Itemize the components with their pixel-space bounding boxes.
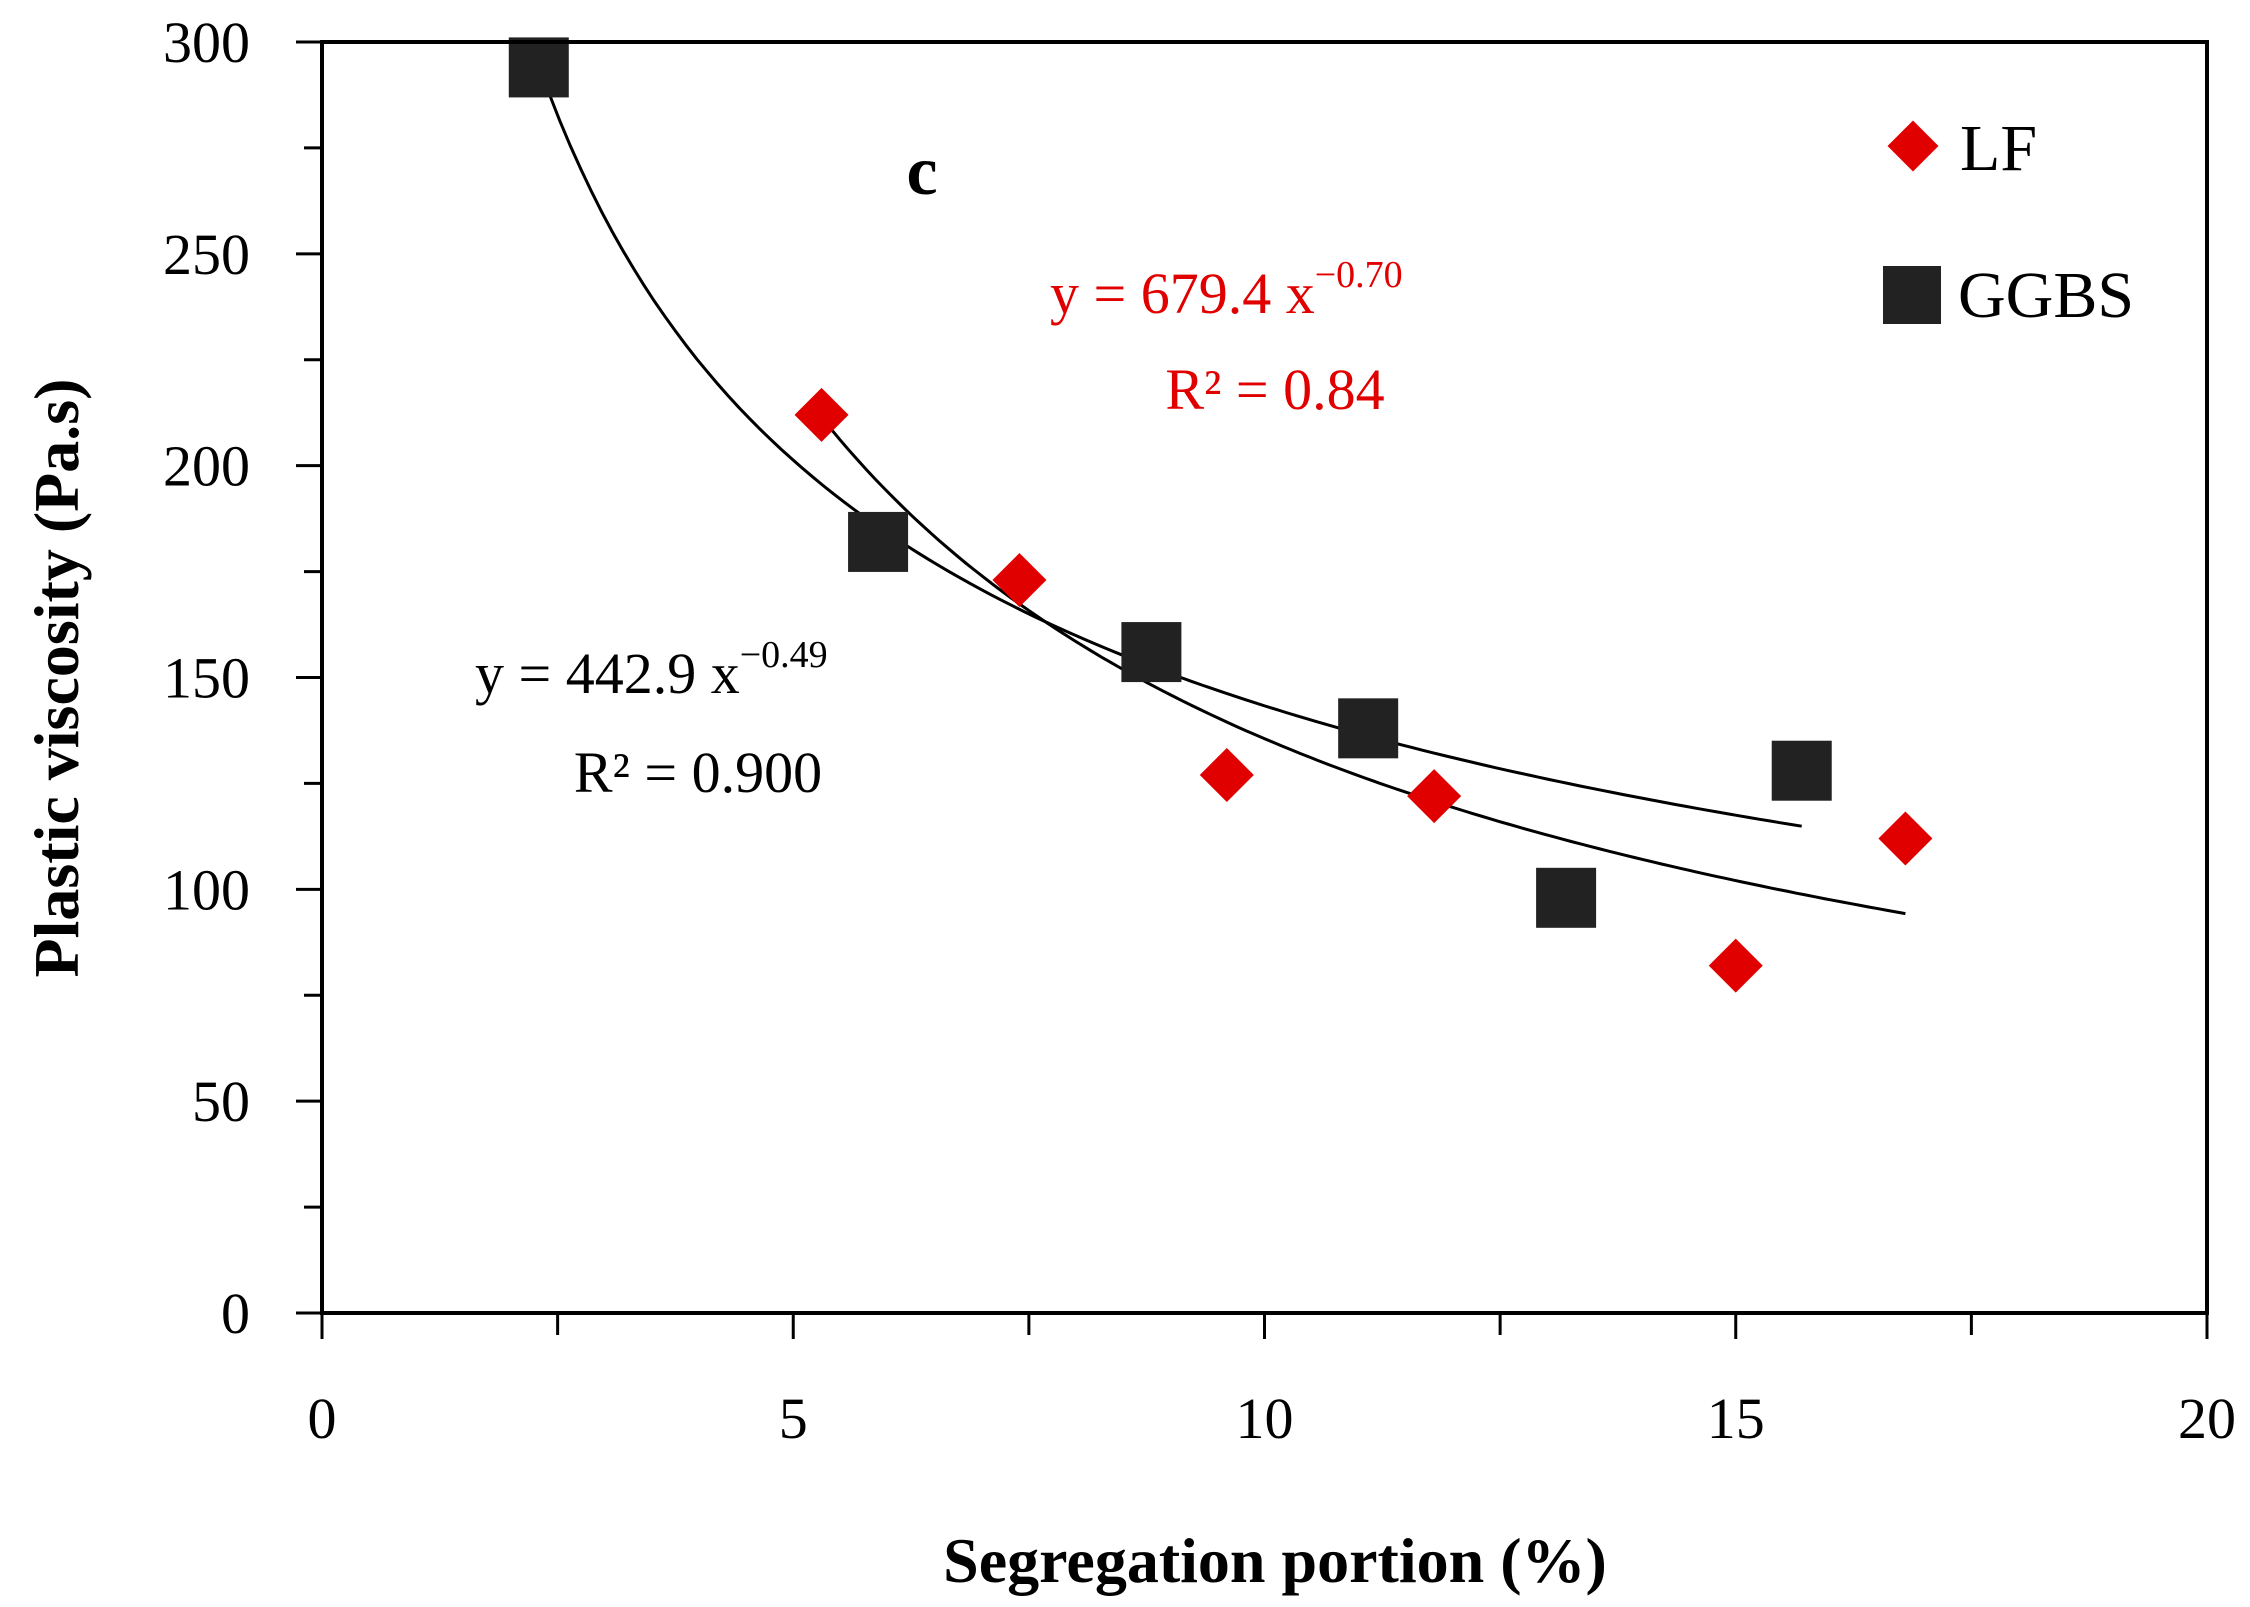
panel-label: c xyxy=(906,133,937,210)
lf-equation-prefix: y = 679.4 x xyxy=(1050,261,1315,326)
lf-data-point xyxy=(794,387,849,442)
data-markers xyxy=(508,37,1933,993)
ggbs-equation: y = 442.9 x−0.49 R² = 0.900 xyxy=(475,634,828,805)
legend-ggbs-label: GGBS xyxy=(1958,259,2134,332)
x-axis-title: Segregation portion (%) xyxy=(943,1525,1607,1596)
lf-equation-exponent: −0.70 xyxy=(1315,254,1403,296)
y-tick-label: 250 xyxy=(163,222,250,287)
lf-data-point xyxy=(1708,938,1763,993)
legend-ggbs-marker xyxy=(1883,266,1941,324)
lf-equation: y = 679.4 x−0.70 R² = 0.84 xyxy=(1050,254,1403,422)
ggbs-data-point xyxy=(1771,740,1832,801)
ggbs-data-point xyxy=(848,511,909,572)
lf-data-point xyxy=(1878,811,1933,866)
ggbs-trendline xyxy=(537,64,1802,828)
lf-r2-text: R² = 0.84 xyxy=(1165,357,1384,422)
y-tick-label: 300 xyxy=(163,10,250,75)
y-tick-label: 200 xyxy=(163,434,250,499)
y-tick-label: 0 xyxy=(221,1281,250,1346)
lf-data-point xyxy=(1407,769,1462,824)
y-tick-label: 50 xyxy=(192,1069,250,1134)
ggbs-equation-exponent: −0.49 xyxy=(740,634,828,676)
lf-trendline xyxy=(820,416,1906,916)
y-tick-label: 100 xyxy=(163,857,250,922)
y-axis-ticks: 0 50 100 150 200 250 300 xyxy=(163,10,322,1346)
x-axis-ticks: 0 5 10 15 20 xyxy=(308,1313,2236,1451)
legend: LF GGBS xyxy=(1883,112,2134,332)
x-tick-label: 5 xyxy=(779,1386,808,1451)
lf-data-point xyxy=(992,553,1047,608)
ggbs-data-point xyxy=(508,37,569,98)
y-tick-label: 150 xyxy=(163,646,250,711)
x-tick-label: 10 xyxy=(1236,1386,1294,1451)
lf-data-point xyxy=(1199,747,1254,802)
ggbs-data-point xyxy=(1536,867,1597,928)
legend-lf-marker xyxy=(1887,120,1939,172)
legend-lf-label: LF xyxy=(1960,112,2037,185)
ggbs-data-point xyxy=(1338,698,1399,759)
lf-equation-text: y = 679.4 x−0.70 xyxy=(1050,254,1403,326)
ggbs-equation-prefix: y = 442.9 x xyxy=(475,641,740,706)
ggbs-data-point xyxy=(1121,622,1182,683)
x-tick-label: 20 xyxy=(2178,1386,2236,1451)
x-tick-label: 0 xyxy=(308,1386,337,1451)
ggbs-r2-text: R² = 0.900 xyxy=(574,740,822,805)
ggbs-equation-text: y = 442.9 x−0.49 xyxy=(475,634,828,706)
x-tick-label: 15 xyxy=(1707,1386,1765,1451)
y-axis-title: Plastic viscosity (Pa.s) xyxy=(21,379,92,978)
